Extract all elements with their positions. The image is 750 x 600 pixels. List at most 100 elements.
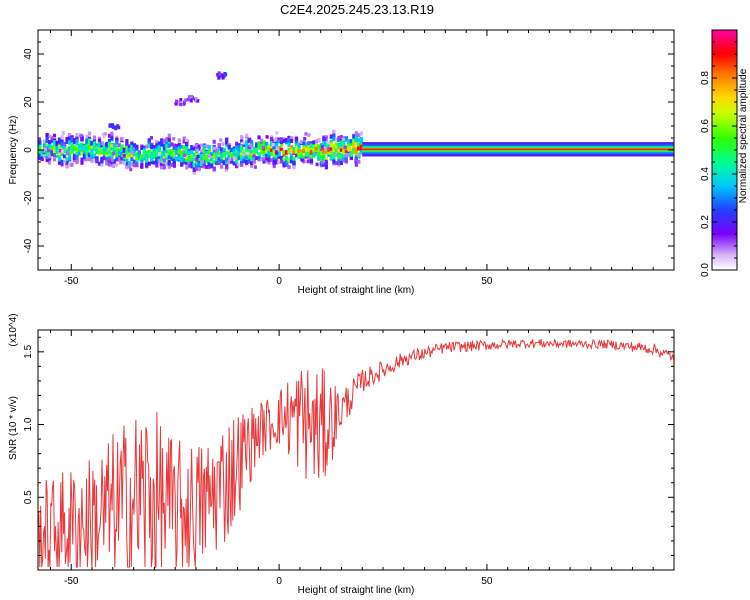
heatmap-cell	[82, 153, 87, 158]
heatmap-cell	[175, 156, 179, 161]
heatmap-cell	[349, 155, 353, 160]
colorbar-tick-label: 0.6	[700, 119, 711, 133]
heatmap-cell	[182, 160, 186, 165]
heatmap-cell	[342, 149, 346, 154]
heatmap-cell	[110, 136, 114, 141]
heatmap-cell	[147, 144, 151, 149]
heatmap-cell	[147, 139, 151, 144]
heatmap-cell	[272, 153, 276, 158]
heatmap-cell	[185, 155, 189, 160]
top-y-tick-label: 0	[23, 147, 34, 153]
heatmap-cell	[282, 161, 286, 166]
heatmap-cell	[50, 136, 54, 141]
heatmap-cell	[274, 160, 279, 165]
heatmap-cell	[294, 149, 299, 154]
heatmap-cell	[95, 156, 99, 161]
heatmap-cell	[172, 164, 176, 168]
heatmap-cell	[97, 144, 102, 149]
heatmap-cell	[287, 150, 291, 154]
heatmap-cell	[120, 156, 124, 161]
heatmap-cell	[359, 131, 363, 136]
heatmap-cell	[245, 160, 249, 165]
colorbar-frame	[711, 29, 738, 271]
heatmap-cell	[222, 147, 226, 152]
heatmap-cell	[272, 145, 276, 150]
heatmap-cell	[339, 143, 343, 148]
heatmap-cell	[102, 143, 107, 148]
heatmap-cell	[167, 137, 171, 142]
heatmap-cell	[180, 162, 184, 167]
heatmap-cell	[155, 160, 159, 165]
snr-panel: -50 0 50 0.5 1.0 1.5 Height of straight line …	[8, 313, 675, 596]
heatmap-cell	[117, 157, 122, 162]
heatmap-blob	[108, 124, 112, 128]
heatmap-cell	[324, 159, 328, 164]
heatmap-cell	[202, 162, 206, 167]
heatmap-cell	[195, 148, 199, 153]
heatmap-cell	[172, 152, 176, 156]
heatmap-cell	[359, 150, 363, 155]
heatmap-cell	[55, 140, 59, 145]
heatmap-blob	[183, 98, 187, 102]
heatmap-cell	[152, 148, 156, 153]
heatmap-cell	[52, 149, 57, 154]
heatmap-cell	[75, 159, 79, 164]
heatmap-cell	[140, 158, 144, 163]
heatmap-cell	[155, 146, 159, 151]
heatmap-blob	[217, 71, 221, 75]
heatmap-cell	[352, 144, 356, 149]
heatmap-cell	[205, 144, 209, 149]
heatmap-cell	[202, 152, 206, 157]
heatmap-cell	[289, 159, 294, 164]
heatmap-cell	[300, 158, 304, 162]
heatmap-cell	[42, 143, 47, 148]
heatmap-cell	[342, 143, 346, 148]
heatmap-cell	[45, 152, 49, 157]
heatmap-cell	[306, 159, 310, 164]
heatmap-cell	[55, 150, 59, 154]
heatmap-cell	[57, 159, 62, 164]
heatmap-cell	[90, 145, 94, 150]
heatmap-cell	[312, 140, 316, 145]
heatmap-cell	[115, 148, 119, 153]
heatmap-cell	[85, 149, 89, 154]
heatmap-cell	[185, 145, 189, 150]
heatmap-cell	[120, 144, 124, 149]
heatmap-cell	[187, 151, 191, 156]
heatmap-cell	[302, 149, 306, 154]
heatmap-cell	[344, 149, 348, 154]
heatmap-cell	[322, 149, 326, 153]
heatmap-cell	[185, 165, 189, 170]
heatmap-cell	[322, 156, 326, 161]
heatmap-cell	[108, 157, 112, 161]
heatmap-cell	[67, 140, 72, 145]
heatmap-cell	[205, 164, 209, 169]
heatmap-blob	[179, 102, 183, 107]
heatmap-cell	[264, 142, 269, 147]
heatmap-cell	[222, 160, 226, 165]
heatmap-cell	[115, 151, 119, 156]
heatmap-cell	[240, 153, 244, 158]
heatmap-cell	[235, 156, 239, 161]
heatmap-cell	[125, 161, 129, 166]
heatmap-cell	[302, 144, 306, 149]
heatmap-cell	[130, 153, 134, 158]
heatmap-cell	[92, 146, 97, 151]
heatmap-cell	[320, 145, 324, 149]
heatmap-cell	[72, 138, 77, 143]
heatmap-cell	[332, 129, 336, 134]
heatmap-blob	[114, 126, 118, 131]
heatmap-cell	[329, 149, 334, 154]
heatmap-cell	[230, 157, 234, 162]
heatmap-cell	[190, 157, 194, 162]
heatmap-cell	[327, 147, 331, 152]
heatmap-cell	[90, 158, 94, 163]
heatmap-cell	[147, 153, 151, 158]
heatmap-cell	[225, 143, 229, 148]
heatmap-cell	[192, 152, 196, 157]
heatmap-blob	[187, 95, 191, 99]
heatmap-cell	[235, 149, 239, 154]
heatmap-cell	[297, 153, 301, 158]
heatmap-cell	[40, 152, 44, 157]
heatmap-cell	[57, 141, 62, 146]
